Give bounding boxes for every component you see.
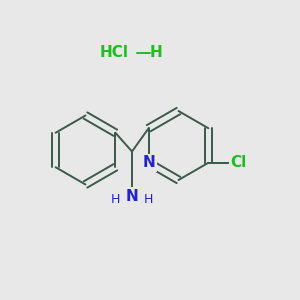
Text: HCl: HCl xyxy=(100,45,128,60)
Text: H: H xyxy=(150,45,162,60)
Text: Cl: Cl xyxy=(230,155,247,170)
Text: H: H xyxy=(111,193,120,206)
Text: N: N xyxy=(126,189,138,204)
Text: N: N xyxy=(142,155,155,170)
Text: H: H xyxy=(144,193,153,206)
